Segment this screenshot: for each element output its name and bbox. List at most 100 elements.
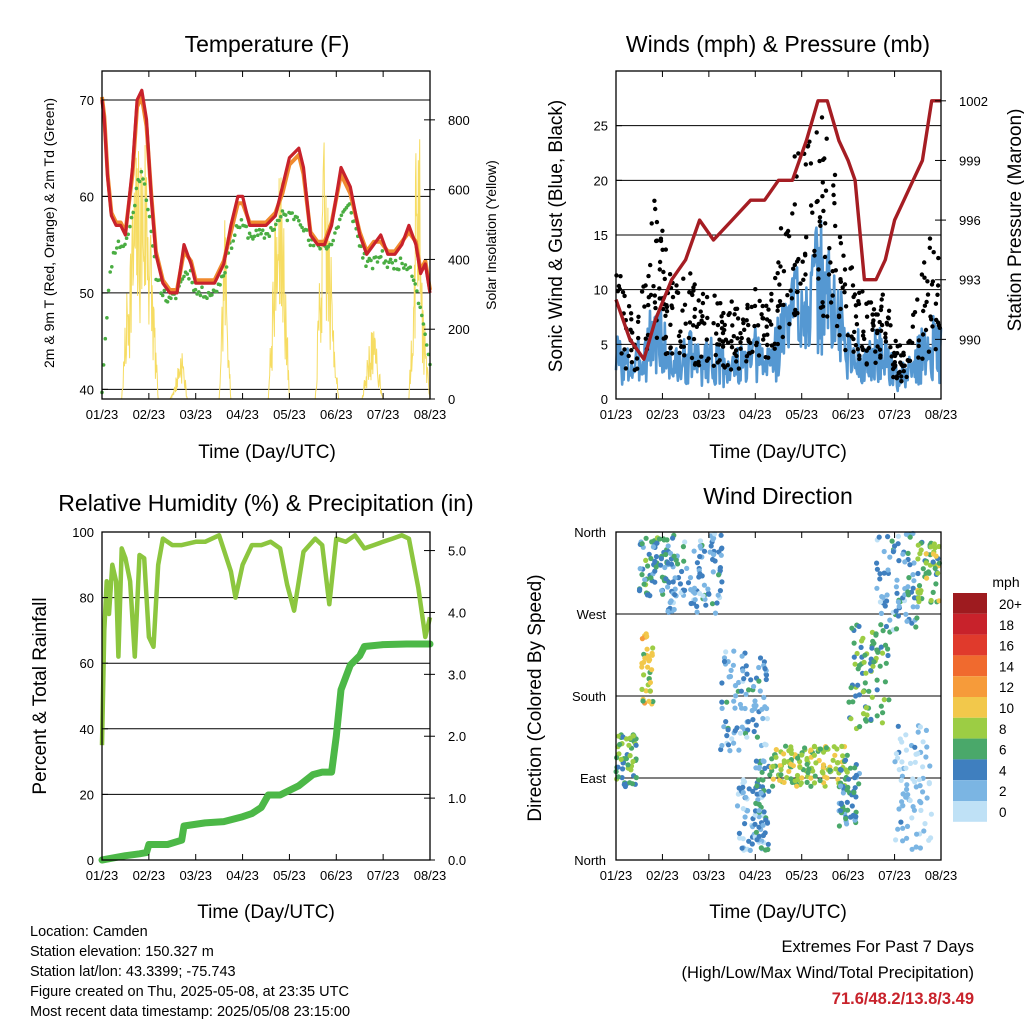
gust-point: [649, 221, 654, 226]
direction-point: [858, 644, 864, 651]
gust-point: [936, 323, 941, 328]
gust-point: [744, 354, 750, 359]
direction-point: [756, 814, 762, 820]
humidity-x-tick-label: 02/23: [133, 868, 166, 883]
direction-point: [869, 694, 875, 700]
gust-point: [769, 291, 774, 297]
gust-point: [626, 353, 631, 359]
gust-point: [922, 303, 928, 308]
gust-point: [738, 340, 743, 345]
colorbar-label: 12: [999, 680, 1014, 695]
gust-point: [657, 259, 663, 265]
direction-point: [849, 803, 855, 809]
humidity-title: Relative Humidity (%) & Precipitation (i…: [58, 490, 473, 516]
direction-point: [881, 570, 887, 576]
direction-point: [930, 589, 936, 596]
gust-point: [670, 294, 676, 300]
direction-ylabel: Direction (Colored By Speed): [525, 574, 546, 821]
direction-y-ticks: North East South West North: [572, 525, 606, 868]
gust-point: [676, 333, 682, 339]
direction-point: [762, 741, 768, 747]
direction-point: [859, 638, 865, 644]
direction-point: [644, 646, 650, 652]
direction-point: [874, 566, 881, 572]
direction-point: [899, 759, 905, 765]
direction-point: [770, 783, 776, 789]
dewpoint-point: [180, 277, 185, 281]
gust-point: [898, 353, 904, 358]
gust-point: [926, 349, 932, 354]
gust-point: [787, 321, 792, 327]
direction-point: [906, 575, 912, 581]
temperature-xlabel: Time (Day/UTC): [198, 442, 336, 463]
direction-point: [874, 585, 880, 591]
direction-point: [736, 785, 742, 791]
direction-point: [646, 698, 652, 704]
colorbar-label: 4: [999, 763, 1007, 778]
temperature-marks: [100, 88, 432, 400]
direction-point: [853, 814, 859, 820]
direction-point: [874, 560, 880, 566]
dewpoint-point: [128, 224, 132, 229]
gust-point: [712, 293, 717, 298]
direction-point: [734, 803, 741, 809]
direction-point: [633, 775, 639, 781]
gust-point: [646, 273, 651, 279]
gust-point: [935, 283, 941, 288]
direction-point: [733, 693, 739, 699]
gust-point: [660, 228, 665, 233]
direction-point: [739, 705, 745, 711]
direction-point: [832, 752, 838, 758]
dewpoint-point: [385, 265, 390, 270]
gust-point: [729, 339, 734, 344]
temperature-x-ticks: 01/23 02/23 03/23 04/23 05/23 06/23 07/23 08/23: [86, 71, 446, 422]
direction-point: [918, 588, 924, 594]
direction-point: [752, 698, 758, 704]
gust-point: [868, 300, 874, 305]
gust-point: [934, 317, 939, 323]
total-precipitation-line: [98, 640, 434, 864]
direction-point: [648, 575, 654, 581]
direction-point: [778, 767, 784, 773]
gust-point: [652, 300, 658, 305]
dewpoint-point: [123, 242, 127, 247]
dewpoint-point: [388, 257, 393, 262]
dewpoint-point: [308, 243, 313, 248]
gust-point: [714, 331, 719, 336]
dewpoint-point: [421, 322, 426, 326]
direction-point: [661, 537, 667, 543]
direction-point: [690, 588, 696, 595]
gust-point: [817, 158, 822, 164]
direction-point: [639, 572, 645, 578]
gust-point: [812, 248, 817, 254]
gust-point: [904, 374, 909, 380]
gust-point: [866, 345, 872, 351]
direction-point: [762, 666, 768, 672]
direction-point: [907, 760, 914, 767]
dewpoint-point: [198, 293, 203, 298]
gust-point: [642, 304, 647, 309]
direction-point: [877, 576, 883, 582]
direction-y-tick-label: East: [580, 771, 606, 786]
direction-point: [880, 628, 886, 634]
direction-point: [753, 703, 759, 709]
dewpoint-point: [110, 265, 114, 269]
direction-point: [639, 636, 646, 642]
gust-point: [687, 320, 693, 325]
gust-point: [873, 349, 878, 354]
dewpoint-point: [336, 225, 341, 229]
gust-point: [875, 344, 880, 349]
winds-y2-tick-label: 990: [959, 332, 981, 347]
direction-point: [647, 679, 654, 686]
direction-point: [882, 642, 889, 648]
gust-point: [677, 350, 682, 356]
gust-point: [828, 260, 833, 265]
direction-point: [913, 751, 919, 757]
direction-point: [926, 781, 932, 787]
direction-point: [840, 753, 846, 759]
direction-point: [731, 740, 737, 746]
gust-point: [883, 335, 888, 340]
gust-point: [916, 338, 922, 343]
gust-point: [922, 275, 927, 280]
direction-point: [666, 579, 672, 586]
